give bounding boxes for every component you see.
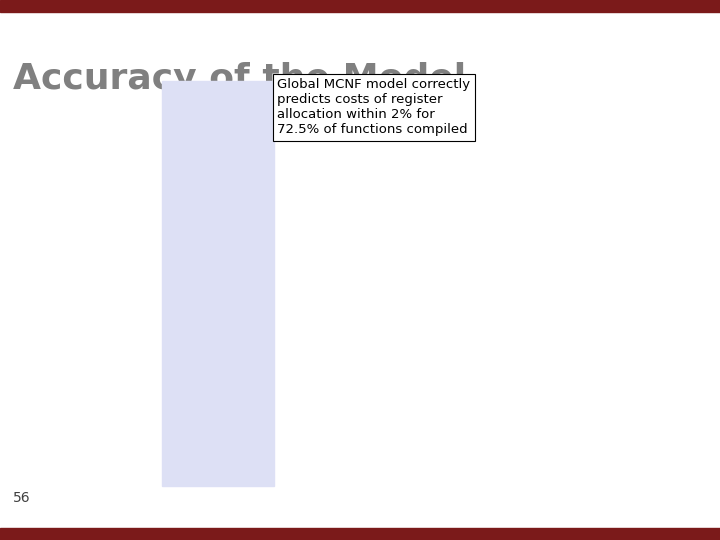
Text: School of Computer Science: School of Computer Science [490, 529, 597, 538]
Text: Global MCNF model correctly
predicts costs of register
allocation within 2% for
: Global MCNF model correctly predicts cos… [277, 78, 470, 136]
Text: 56: 56 [13, 491, 30, 505]
Bar [162, 81, 274, 486]
Bar [0, 0, 720, 12]
Bar [0, 528, 720, 540]
Text: Accuracy of the Model: Accuracy of the Model [13, 62, 466, 96]
